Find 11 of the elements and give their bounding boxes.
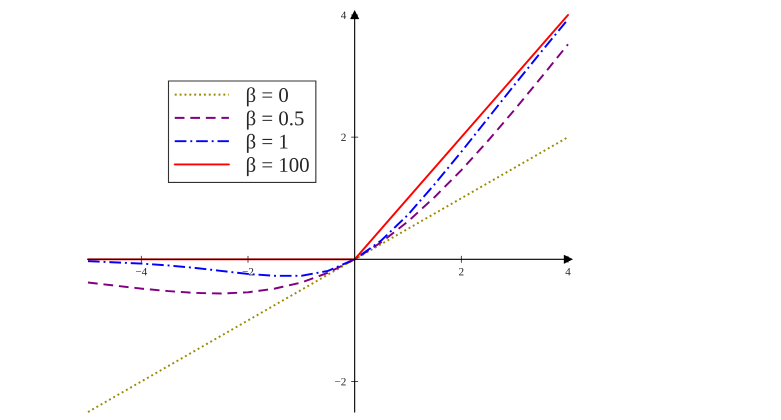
legend-label: β = 0.5 [246, 110, 304, 130]
line-series [87, 43, 569, 294]
x-tick-label: 2 [459, 268, 464, 276]
y-tick-label: −2 [335, 378, 346, 386]
x-tick-label: 4 [565, 268, 571, 276]
y-tick-label: 4 [340, 12, 346, 19]
x-tick-label: −4 [136, 268, 148, 276]
legend-label: β = 1 [246, 134, 288, 153]
legend-label: β = 100 [246, 157, 309, 176]
y-tick-label: 2 [341, 134, 346, 142]
legend-label: β = 0 [246, 87, 288, 106]
